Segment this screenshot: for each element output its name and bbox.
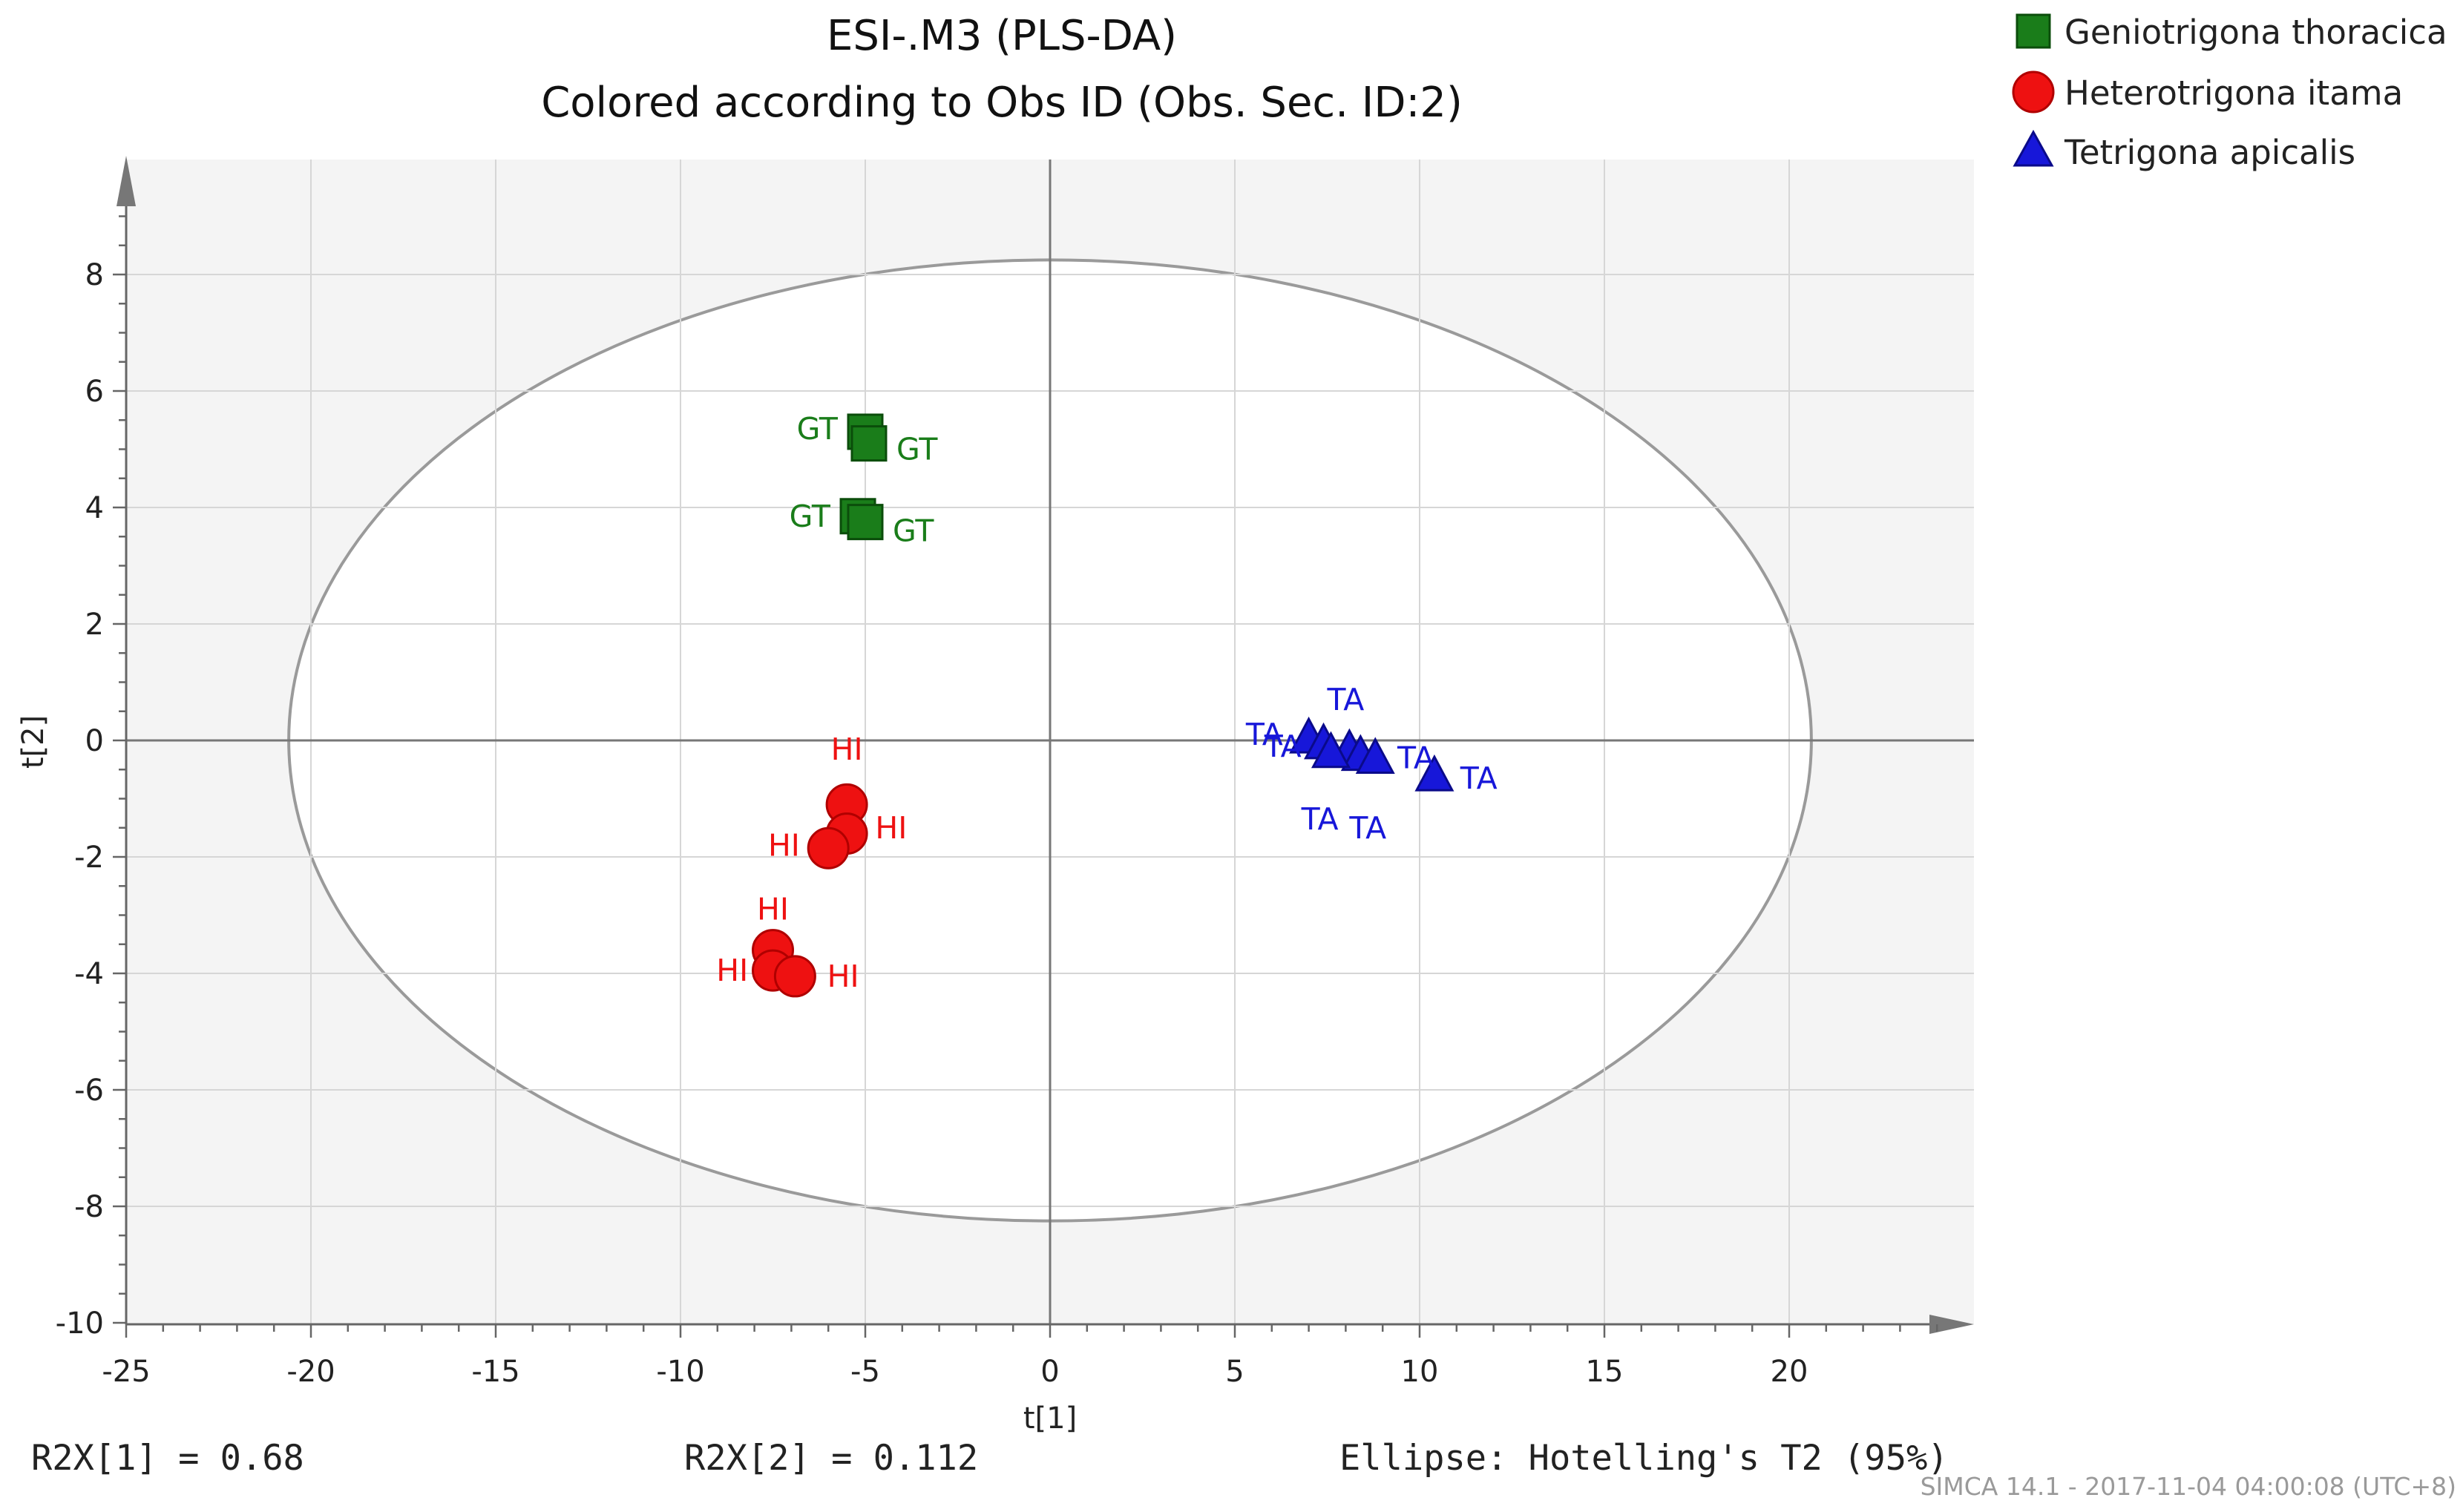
y-tick-label: -6 [74, 1074, 104, 1108]
legend-marker-heterotrigona-itama [2012, 70, 2055, 114]
y-axis-arrow [117, 156, 136, 206]
point-label-hi: HI [875, 810, 907, 846]
tick-marks [113, 215, 1938, 1338]
y-tick-label: -8 [74, 1190, 104, 1224]
point-label-gt: GT [797, 411, 839, 447]
x-tick-label: 10 [1401, 1355, 1439, 1389]
software-credit: SIMCA 14.1 - 2017-11-04 04:00:08 (UTC+8) [1921, 1472, 2456, 1501]
legend: Geniotrigona thoracica Heterotrigona ita… [2012, 13, 2447, 172]
point-label-ta: TA [1397, 740, 1434, 776]
y-tick-label: 4 [85, 491, 104, 525]
y-tick-label: 0 [85, 724, 104, 758]
point-label-hi: HI [768, 827, 800, 863]
data-point-ta [1414, 754, 1454, 792]
point-label-ta: TA [1348, 810, 1386, 846]
x-tick-label: 0 [1040, 1355, 1059, 1389]
point-label-ta: TA [1460, 760, 1498, 796]
data-point-ta [1311, 731, 1351, 769]
x-tick-label: -20 [286, 1355, 335, 1389]
data-points [752, 413, 1454, 998]
x-tick-label: -10 [656, 1355, 704, 1389]
ellipse-note: Ellipse: Hotelling's T2 (95%) [1339, 1438, 1949, 1479]
y-tick-label: -4 [74, 957, 104, 991]
x-axis-arrow [1929, 1315, 1974, 1334]
r2x1-value: R2X[1] = 0.68 [31, 1438, 304, 1479]
point-label-gt: GT [893, 513, 934, 548]
axes [117, 156, 1974, 1334]
zero-lines [126, 160, 1974, 1324]
legend-label-tetrigona-apicalis: Tetrigona apicalis [2064, 133, 2355, 172]
point-label-hi: HI [831, 732, 863, 767]
x-tick-label: 5 [1225, 1355, 1244, 1389]
legend-marker-geniotrigona-thoracica [2016, 13, 2051, 49]
point-label-ta: TA [1326, 682, 1364, 717]
y-tick-label: -2 [74, 841, 104, 875]
y-tick-label: 8 [85, 258, 104, 292]
point-label-ta: TA [1264, 729, 1302, 764]
x-tick-label: 15 [1586, 1355, 1624, 1389]
data-point-hi [773, 955, 816, 998]
r2x2-value: R2X[2] = 0.112 [684, 1438, 978, 1479]
x-tick-label: 20 [1771, 1355, 1808, 1389]
legend-marker-tetrigona-apicalis [2013, 129, 2054, 167]
x-axis-label: t[1] [1023, 1401, 1077, 1436]
data-point-hi [807, 826, 850, 870]
point-label-hi: HI [757, 892, 789, 927]
point-label-gt: GT [790, 499, 831, 534]
x-tick-label: -25 [102, 1355, 150, 1389]
y-tick-label: 6 [85, 375, 104, 409]
point-label-hi: HI [716, 953, 748, 988]
data-point-gt [847, 504, 884, 541]
x-tick-label: -15 [471, 1355, 519, 1389]
chart-title: ESI-.M3 (PLS-DA) [827, 12, 1177, 60]
data-point-gt [850, 425, 888, 462]
legend-label-geniotrigona-thoracica: Geniotrigona thoracica [2064, 13, 2447, 52]
x-tick-label: -5 [850, 1355, 880, 1389]
point-label-hi: HI [827, 959, 859, 994]
point-label-ta: TA [1245, 717, 1283, 752]
point-label-ta: TA [1301, 801, 1339, 837]
legend-label-heterotrigona-itama: Heterotrigona itama [2064, 73, 2403, 113]
data-point-ta [1355, 737, 1395, 775]
y-axis-label: t[2] [16, 715, 50, 769]
point-label-gt: GT [896, 432, 938, 467]
chart-subtitle: Colored according to Obs ID (Obs. Sec. I… [541, 79, 1463, 127]
y-tick-label: -10 [56, 1306, 104, 1341]
y-tick-label: 2 [85, 608, 104, 642]
